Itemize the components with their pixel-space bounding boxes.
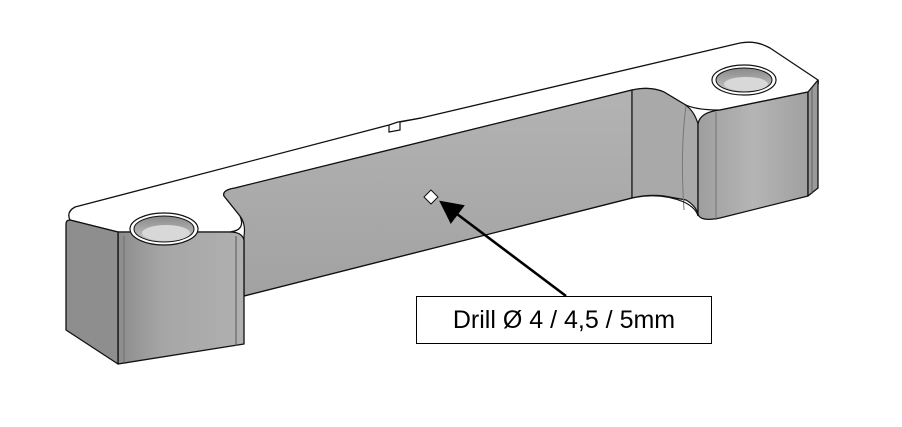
bracket-tab xyxy=(388,117,422,133)
bracket-right-block-side xyxy=(807,79,819,197)
right-mounting-hole xyxy=(711,64,777,96)
bracket-left-block-side xyxy=(65,219,119,365)
bracket-pocket-right-wall xyxy=(631,87,699,215)
bracket-left-block-front xyxy=(117,231,245,365)
drill-point-marker xyxy=(423,189,439,205)
bracket-channel-floor-edge xyxy=(243,195,699,297)
drill-callout-label: Drill Ø 4 / 4,5 / 5mm xyxy=(416,296,712,344)
bracket-right-block-front xyxy=(697,91,809,220)
left-mounting-hole xyxy=(129,212,199,246)
drill-callout-text: Drill Ø 4 / 4,5 / 5mm xyxy=(452,305,676,334)
callout-leader-arrow xyxy=(439,200,567,298)
